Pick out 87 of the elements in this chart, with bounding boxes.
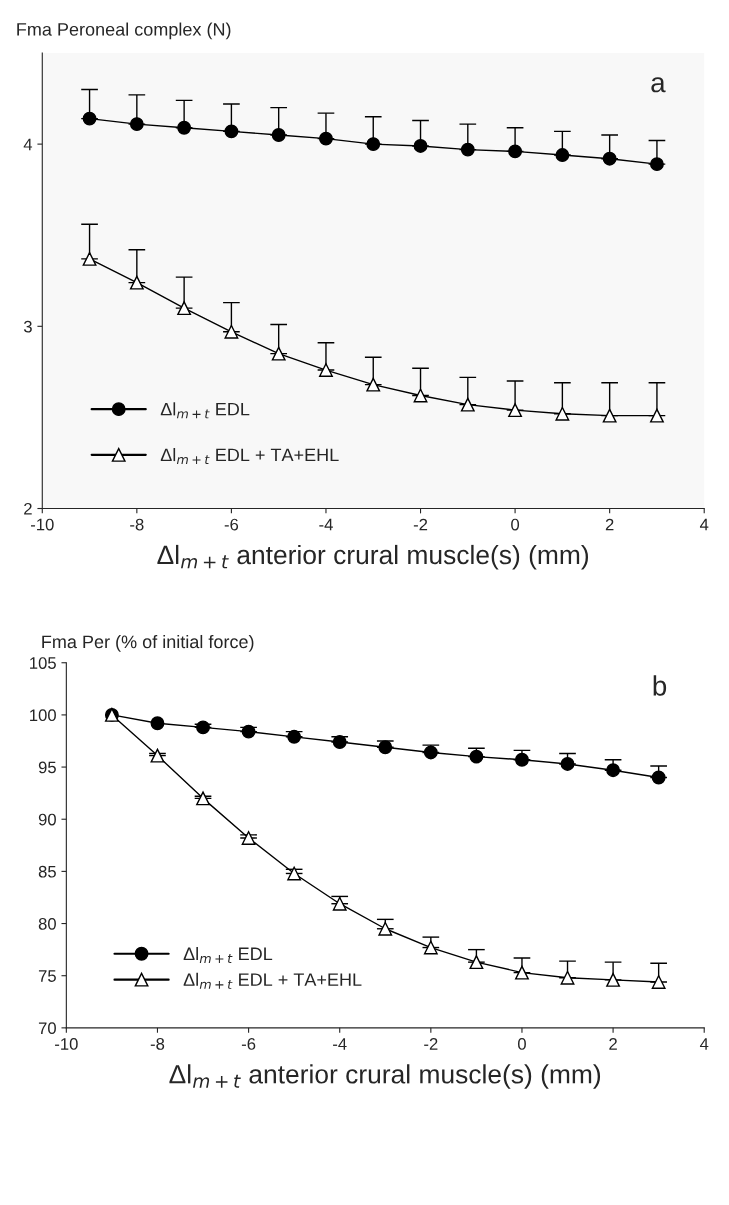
point: [469, 749, 484, 764]
y-tick-label: 105: [30, 657, 56, 669]
point: [423, 745, 438, 760]
point: [560, 756, 575, 771]
y-tick-label: 2: [24, 502, 32, 515]
point: [224, 324, 239, 339]
y-tick-label: 75: [38, 970, 56, 982]
x-tick-label: -8: [130, 518, 144, 531]
point: [651, 975, 666, 989]
x-axis-title: Δl$_{m+t}$ anterior crural muscle(s) (mm): [169, 1064, 601, 1089]
point: [649, 157, 664, 172]
point: [150, 716, 165, 731]
point: [515, 965, 529, 980]
point: [177, 120, 192, 135]
y-axis-title: Fma Peroneal complex (N): [17, 22, 231, 40]
point: [469, 955, 484, 970]
y-tick-label: 95: [38, 761, 56, 774]
point: [555, 148, 570, 162]
point: [82, 251, 97, 266]
point: [423, 940, 438, 955]
point: [271, 128, 286, 142]
legend-label: Δl$_{m+t}$ EDL + TA+EHL: [160, 448, 339, 465]
point: [319, 363, 333, 377]
legend-label: Δl$_{m+t}$ EDL: [160, 402, 250, 419]
y-tick-label: 4: [23, 138, 33, 151]
legend-label: Δl$_{m+t}$ EDL: [183, 946, 273, 963]
point: [287, 866, 302, 881]
x-tick-label: -8: [150, 1038, 165, 1050]
point: [287, 729, 302, 744]
point: [460, 142, 475, 157]
point: [319, 131, 333, 146]
x-tick-label: -2: [413, 518, 428, 531]
point: [196, 791, 210, 806]
point: [129, 117, 144, 132]
x-tick-label: 4: [699, 518, 709, 531]
point: [82, 111, 97, 126]
point: [413, 388, 428, 403]
point: [366, 137, 381, 152]
x-axis-title: Δl$_{m+t}$ anterior crural muscle(s) (mm): [157, 544, 589, 570]
point: [649, 408, 664, 423]
y-tick-label: 70: [38, 1022, 56, 1035]
y-tick-label: 3: [23, 320, 32, 333]
point: [606, 763, 621, 778]
point: [129, 275, 144, 290]
point: [366, 377, 381, 392]
x-tick-label: -6: [241, 1038, 256, 1050]
point: [508, 403, 523, 418]
point: [177, 301, 192, 316]
point: [241, 724, 256, 739]
point: [555, 406, 570, 421]
point: [651, 770, 666, 785]
legend-label: Δl$_{m+t}$ EDL + TA+EHL: [183, 972, 362, 989]
point: [332, 735, 347, 749]
y-tick-label: 80: [38, 917, 56, 930]
x-tick-label: 0: [511, 518, 520, 531]
annotation: b: [653, 675, 667, 696]
point: [332, 896, 347, 911]
y-axis-title: Fma Per (% of initial force): [42, 634, 254, 652]
point: [196, 720, 210, 735]
point: [150, 748, 165, 763]
x-tick-label: -6: [224, 518, 239, 531]
x-tick-label: 4: [699, 1038, 709, 1050]
point: [378, 740, 393, 755]
y-tick-label: 100: [30, 709, 56, 722]
point: [413, 138, 428, 153]
point: [606, 972, 621, 987]
annotation: a: [651, 77, 666, 93]
point: [602, 408, 617, 423]
x-tick-label: -2: [424, 1038, 438, 1050]
point: [508, 144, 523, 159]
x-tick-label: 2: [605, 518, 614, 531]
x-tick-label: -4: [333, 1038, 347, 1050]
y-tick-label: 85: [38, 865, 56, 878]
x-tick-label: 2: [609, 1038, 617, 1050]
point: [460, 397, 475, 412]
x-tick-label: 0: [517, 1038, 526, 1050]
point: [241, 831, 256, 845]
point: [378, 921, 393, 936]
point: [602, 151, 617, 166]
x-tick-label: -10: [55, 1038, 78, 1050]
point: [560, 970, 575, 985]
x-tick-label: -10: [30, 518, 54, 531]
y-tick-label: 90: [38, 813, 56, 826]
point: [515, 752, 529, 767]
point: [224, 124, 239, 139]
point: [271, 346, 286, 361]
x-tick-label: -4: [319, 518, 333, 531]
